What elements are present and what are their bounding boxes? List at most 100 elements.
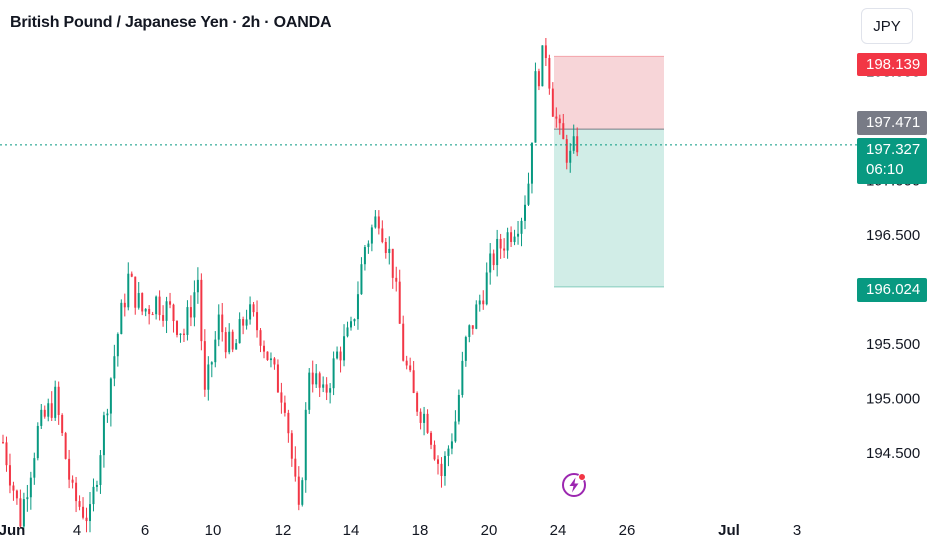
candle-body — [169, 301, 172, 305]
candle — [102, 411, 105, 468]
candle — [15, 489, 18, 505]
y-tick-label: 196.500 — [866, 227, 920, 244]
candle — [89, 491, 91, 533]
candle — [437, 455, 439, 475]
candle-body — [141, 293, 144, 312]
candle-body — [290, 433, 293, 459]
candle-body — [8, 465, 11, 486]
candle-body — [537, 71, 540, 87]
candle — [280, 382, 283, 414]
candle — [555, 107, 558, 128]
candle-body — [130, 273, 133, 277]
candle-body — [398, 281, 401, 324]
candle-body — [530, 142, 533, 184]
candle-body — [228, 331, 231, 353]
currency-button[interactable]: JPY — [861, 8, 913, 44]
candle-body — [276, 364, 279, 393]
candle-body — [231, 331, 234, 350]
candle — [82, 497, 85, 520]
candle — [503, 238, 506, 259]
candle — [440, 457, 443, 488]
candle-body — [85, 517, 88, 522]
candle — [169, 292, 172, 309]
candle-body — [182, 333, 185, 335]
candle-body — [353, 319, 356, 322]
candle — [384, 237, 387, 259]
candle-body — [461, 360, 464, 395]
candle-body — [280, 392, 283, 403]
lightning-bolt-icon[interactable] — [561, 472, 587, 498]
candle — [360, 257, 363, 295]
candle-body — [464, 337, 467, 361]
candle-body — [123, 302, 126, 308]
candle — [266, 351, 269, 361]
candle — [245, 309, 248, 330]
candle — [221, 303, 224, 342]
candle-body — [75, 482, 78, 502]
candle-body — [496, 238, 499, 266]
candle — [29, 471, 32, 510]
candle — [57, 381, 60, 425]
candle — [155, 295, 158, 320]
candle — [315, 364, 318, 388]
candle — [50, 391, 53, 421]
candle-body — [510, 232, 513, 243]
x-tick-label: Jun — [0, 522, 25, 539]
candle-body — [450, 441, 453, 449]
candle — [301, 477, 304, 507]
stop-loss-zone[interactable] — [554, 56, 664, 130]
candle — [454, 410, 457, 443]
candle-body — [5, 442, 8, 466]
candle — [137, 282, 140, 310]
candle-body — [263, 345, 265, 352]
candle — [148, 305, 151, 325]
x-tick-label: 12 — [275, 522, 292, 539]
candle — [405, 355, 408, 370]
candle-body — [576, 136, 579, 153]
candle — [353, 318, 356, 326]
x-tick-label: 18 — [412, 522, 429, 539]
candle — [482, 290, 485, 310]
candle-body — [301, 480, 304, 505]
candle-body — [252, 304, 255, 313]
candle-body — [506, 232, 509, 251]
candle-body — [200, 279, 203, 342]
candle — [541, 45, 544, 87]
candle-body — [482, 300, 485, 305]
candle-body — [534, 71, 537, 143]
candle — [398, 269, 401, 324]
candle-body — [367, 243, 370, 248]
candle-body — [325, 384, 328, 393]
candle — [468, 324, 471, 343]
x-axis[interactable]: Jun 4 6 10 12 14 18 20 24 26 Jul 3 — [0, 522, 801, 539]
candle — [123, 293, 126, 317]
candle-body — [437, 459, 439, 464]
candle-body — [308, 372, 311, 410]
candle — [374, 210, 377, 229]
candle-body — [426, 413, 429, 433]
candle-body — [148, 308, 151, 315]
candle — [120, 299, 123, 335]
candle — [544, 37, 547, 67]
position-tool[interactable] — [554, 55, 664, 288]
candle-body — [95, 484, 98, 487]
candle-body — [99, 455, 102, 485]
take-profit-zone[interactable] — [554, 129, 664, 287]
candle-body — [269, 358, 272, 361]
candle-body — [287, 412, 290, 434]
candlestick-series — [2, 37, 579, 533]
candle — [141, 292, 144, 316]
candle-body — [388, 248, 391, 254]
candle — [162, 305, 165, 327]
candle — [391, 248, 394, 289]
candle — [530, 142, 533, 194]
candle-body — [544, 45, 547, 59]
candle — [116, 332, 119, 367]
candle-body — [377, 216, 380, 229]
candle — [47, 398, 50, 422]
bar-countdown: 06:10 — [866, 161, 904, 178]
candle — [2, 434, 4, 444]
candle-body — [339, 351, 342, 361]
candle — [388, 236, 391, 265]
